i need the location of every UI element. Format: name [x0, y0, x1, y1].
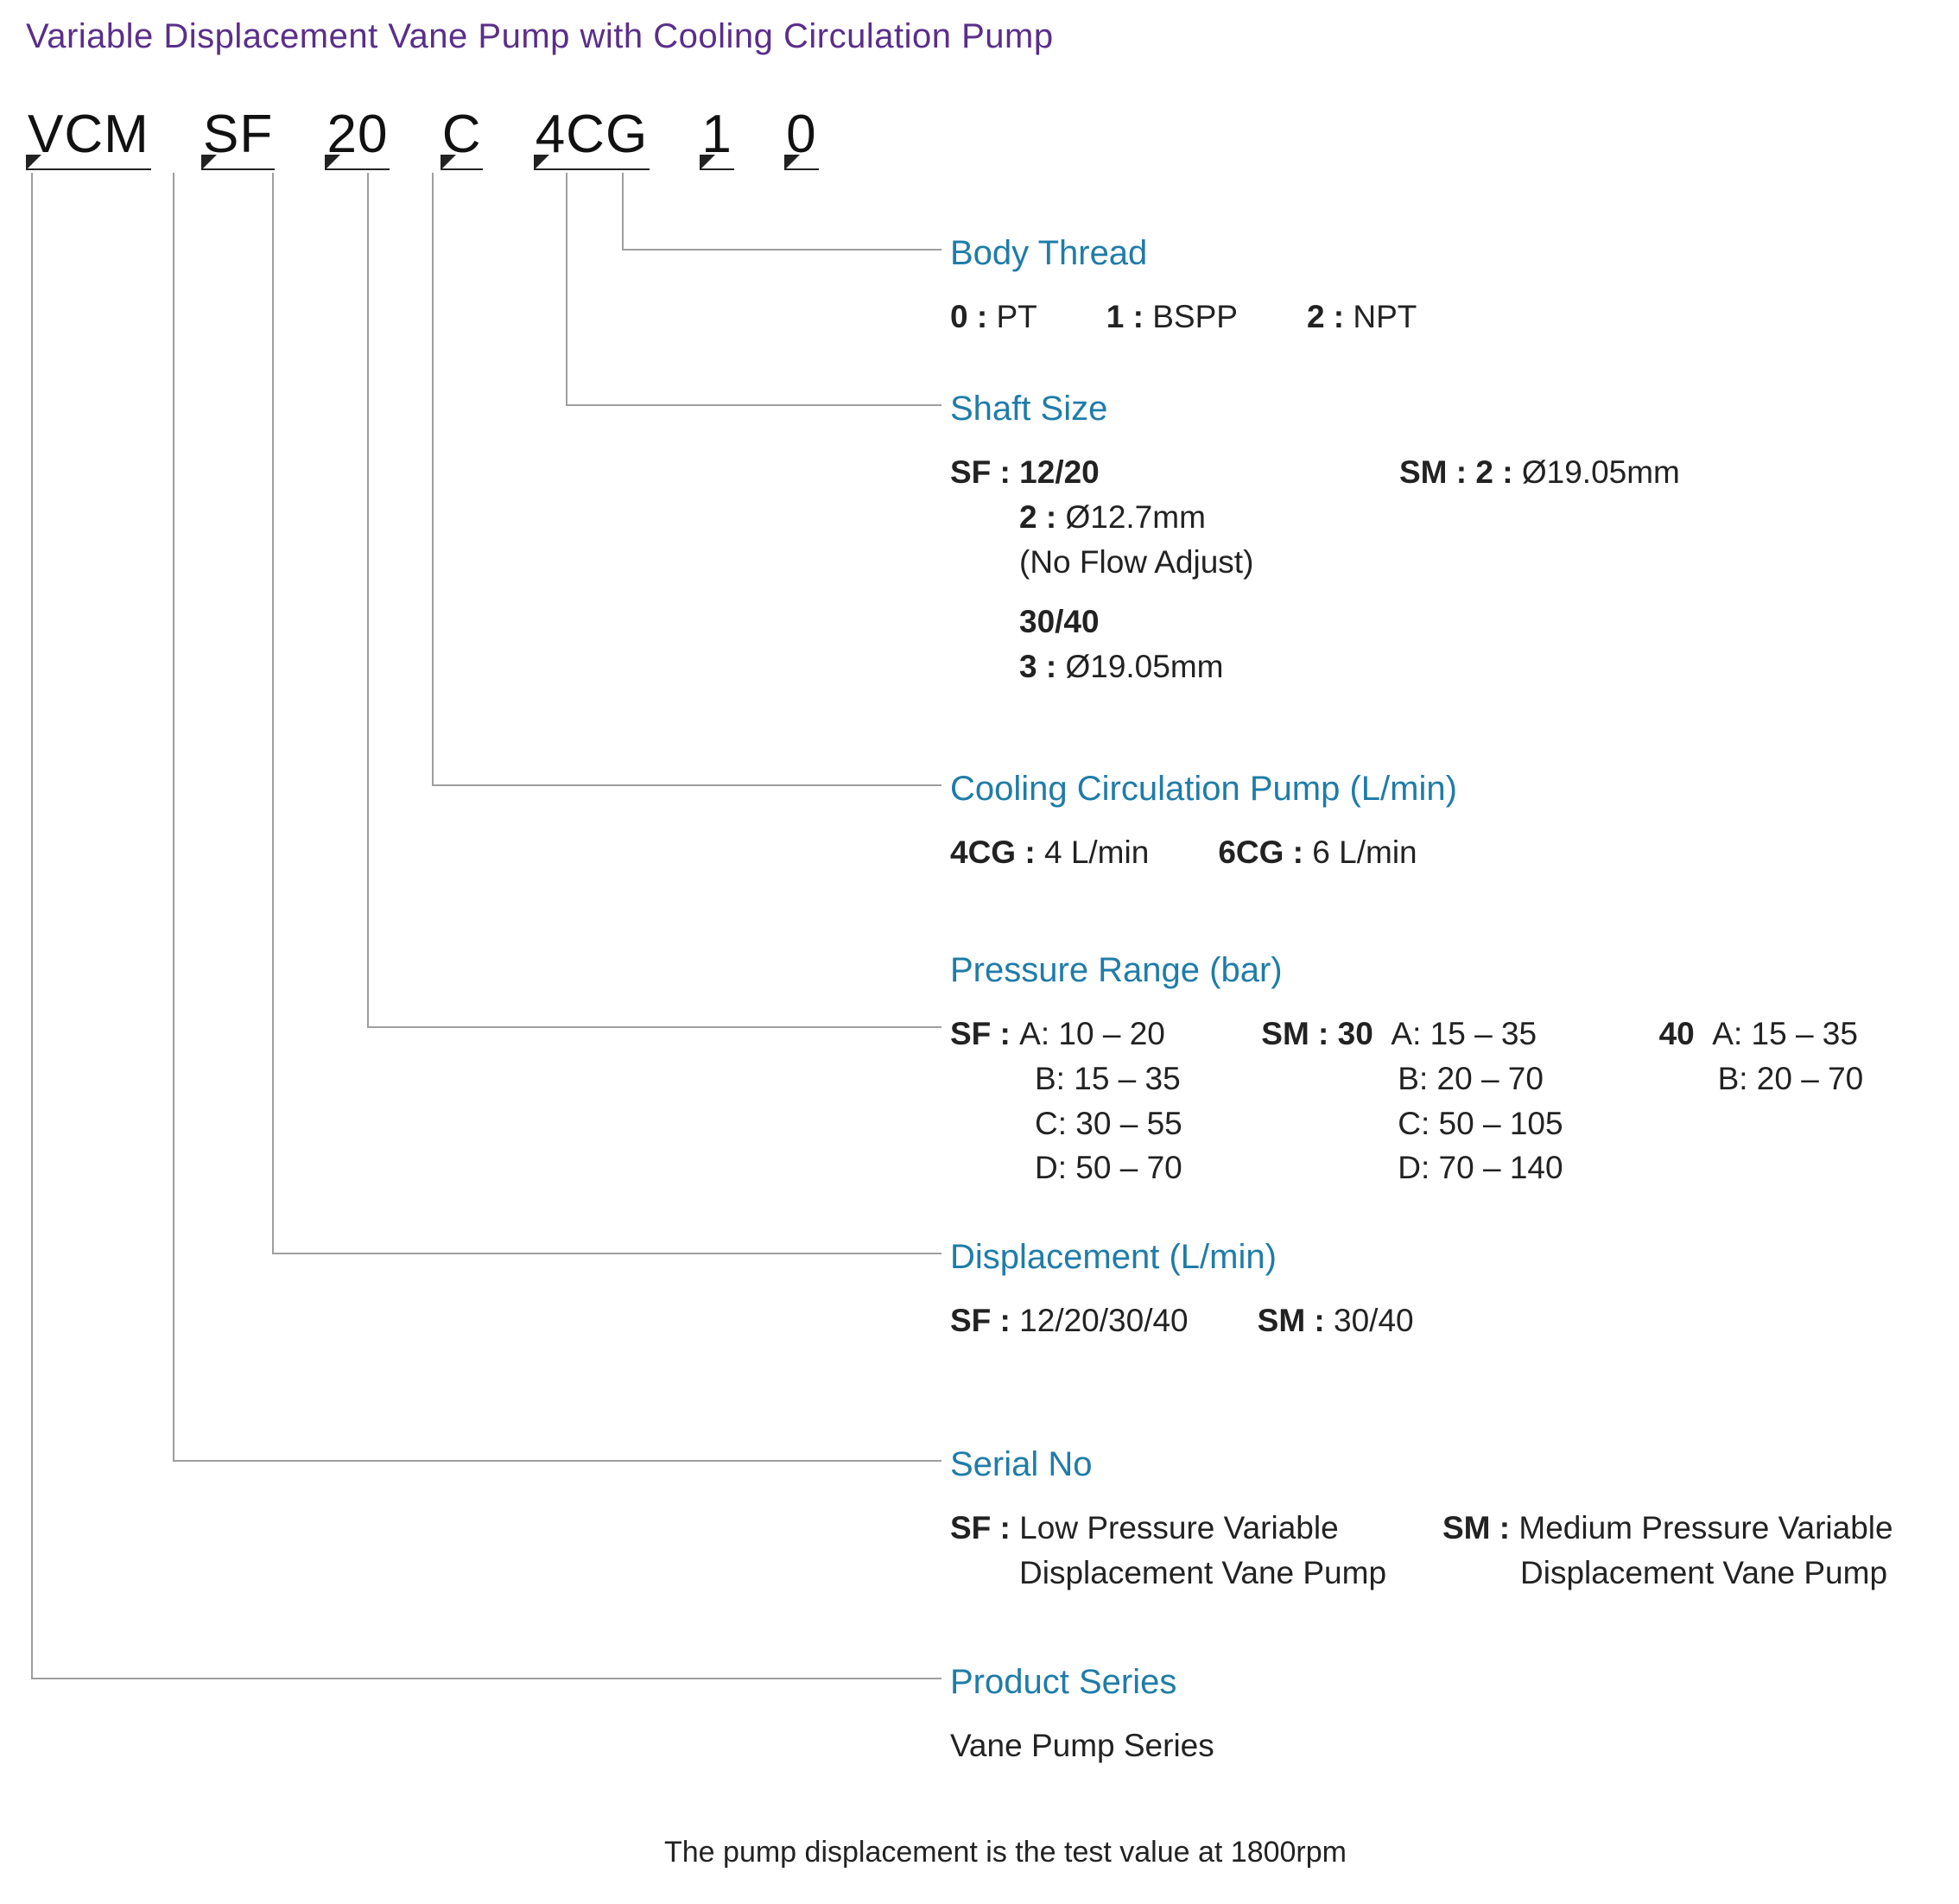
serial-heading: Serial No: [950, 1440, 1893, 1488]
connector-line: [432, 784, 941, 786]
footer-note: The pump displacement is the test value …: [26, 1836, 1959, 1869]
product-series-text: Vane Pump Series: [950, 1723, 1214, 1768]
code-seg-0: 0: [784, 104, 818, 165]
product-series-heading: Product Series: [950, 1658, 1214, 1706]
model-code: VCM SF 20 C 4CG 1 0: [26, 104, 819, 165]
code-seg-4cg: 4CG: [534, 104, 650, 165]
connector-line: [272, 173, 274, 1253]
serial-block: Serial No SF : Low Pressure Variable Dis…: [950, 1440, 1893, 1596]
product-series-block: Product Series Vane Pump Series: [950, 1658, 1214, 1768]
displacement-heading: Displacement (L/min): [950, 1233, 1483, 1281]
connector-line: [31, 1678, 941, 1679]
code-seg-sf: SF: [201, 104, 275, 165]
connector-line: [272, 1253, 941, 1254]
cooling-heading: Cooling Circulation Pump (L/min): [950, 765, 1487, 813]
connector-line: [31, 173, 33, 1678]
connector-line: [432, 173, 434, 784]
connector-line: [622, 173, 624, 249]
code-seg-vcm: VCM: [26, 104, 151, 165]
connector-line: [622, 249, 941, 251]
pressure-heading: Pressure Range (bar): [950, 946, 1898, 994]
connector-line: [367, 173, 369, 1026]
connector-line: [173, 173, 174, 1460]
body-thread-block: Body Thread 0 : PT 1 : BSPP 2 : NPT: [950, 229, 1486, 340]
page: Variable Displacement Vane Pump with Coo…: [0, 0, 1959, 1904]
pressure-block: Pressure Range (bar) SF : A: 10 – 20 B: …: [950, 946, 1898, 1190]
connector-line: [566, 173, 567, 404]
code-seg-c: C: [441, 104, 484, 165]
code-seg-20: 20: [325, 104, 390, 165]
displacement-block: Displacement (L/min) SF : 12/20/30/40 SM…: [950, 1233, 1483, 1343]
shaft-size-heading: Shaft Size: [950, 384, 1680, 433]
cooling-block: Cooling Circulation Pump (L/min) 4CG : 4…: [950, 765, 1487, 875]
body-thread-opts: 0 : PT 1 : BSPP 2 : NPT: [950, 295, 1486, 340]
connector-line: [566, 404, 941, 406]
code-seg-1: 1: [700, 104, 733, 165]
connector-line: [367, 1026, 941, 1028]
page-title: Variable Displacement Vane Pump with Coo…: [26, 17, 1933, 56]
shaft-size-block: Shaft Size SF : 12/20 2 : Ø12.7mm (No Fl…: [950, 384, 1680, 689]
body-thread-heading: Body Thread: [950, 229, 1486, 277]
connector-line: [173, 1460, 941, 1462]
